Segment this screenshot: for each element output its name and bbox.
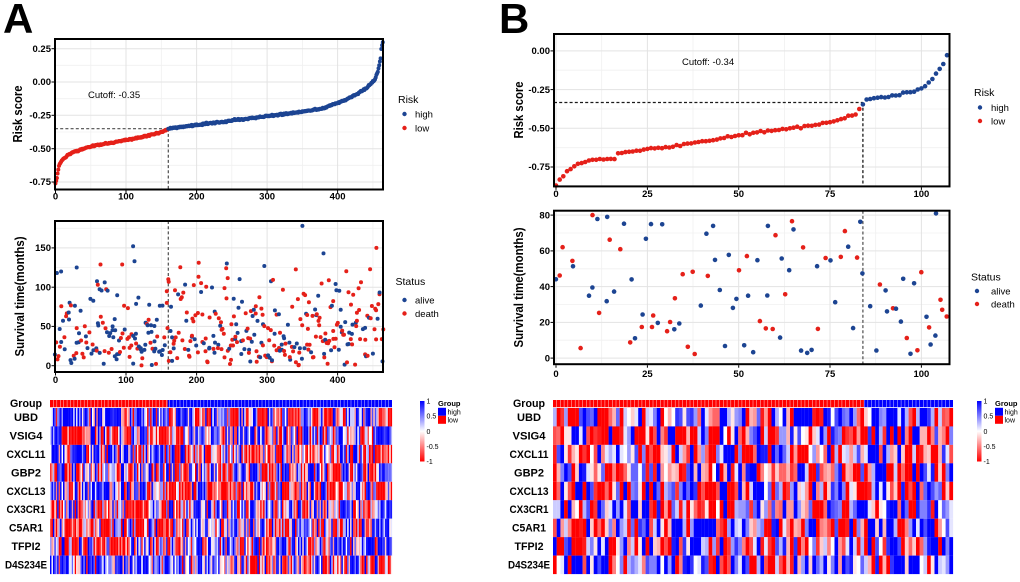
svg-text:Group: Group (438, 399, 461, 408)
svg-text:400: 400 (330, 375, 346, 386)
svg-text:Survival time(months): Survival time(months) (13, 237, 27, 357)
svg-text:50: 50 (733, 369, 744, 380)
svg-text:low: low (991, 117, 1005, 128)
svg-text:0.00: 0.00 (33, 77, 52, 88)
svg-text:0: 0 (427, 429, 431, 436)
svg-text:Status: Status (396, 276, 426, 288)
svg-text:100: 100 (913, 369, 929, 380)
svg-text:CXCL13: CXCL13 (7, 486, 46, 498)
svg-text:D4S234E: D4S234E (5, 560, 47, 572)
svg-text:Cutoff: -0.34: Cutoff: -0.34 (682, 57, 734, 68)
svg-text:300: 300 (259, 192, 275, 203)
svg-text:D4S234E: D4S234E (508, 560, 550, 572)
svg-text:0: 0 (984, 429, 988, 436)
svg-text:alive: alive (415, 296, 435, 307)
svg-text:-0.75: -0.75 (528, 162, 550, 173)
svg-text:UBD: UBD (14, 412, 38, 424)
svg-text:GBP2: GBP2 (11, 467, 41, 479)
svg-text:100: 100 (35, 282, 51, 293)
svg-text:Cutoff: -0.35: Cutoff: -0.35 (88, 90, 140, 101)
svg-text:0.25: 0.25 (33, 44, 52, 55)
svg-text:0: 0 (545, 353, 550, 364)
svg-text:high: high (991, 103, 1009, 114)
svg-text:VSIG4: VSIG4 (513, 431, 547, 443)
svg-text:Group: Group (513, 398, 545, 410)
svg-text:Risk score: Risk score (512, 81, 526, 138)
svg-text:Risk: Risk (398, 94, 419, 106)
svg-text:200: 200 (189, 192, 205, 203)
svg-text:UBD: UBD (517, 412, 541, 424)
svg-text:300: 300 (259, 375, 275, 386)
svg-text:Group: Group (10, 398, 42, 410)
svg-text:50: 50 (733, 189, 744, 200)
svg-text:low: low (415, 124, 429, 135)
svg-text:death: death (415, 309, 439, 320)
svg-text:C5AR1: C5AR1 (9, 523, 43, 535)
svg-text:high: high (415, 110, 433, 121)
svg-text:CXCL13: CXCL13 (510, 486, 549, 498)
svg-text:0: 0 (553, 189, 558, 200)
svg-text:CXCL11: CXCL11 (7, 449, 46, 461)
svg-text:low: low (1005, 417, 1016, 424)
svg-text:death: death (991, 300, 1015, 311)
svg-text:75: 75 (825, 189, 836, 200)
svg-text:CX3CR1: CX3CR1 (7, 504, 46, 516)
svg-text:0.00: 0.00 (532, 46, 551, 57)
svg-text:CX3CR1: CX3CR1 (510, 504, 549, 516)
svg-text:0: 0 (53, 375, 58, 386)
svg-text:A: A (3, 0, 33, 42)
svg-text:alive: alive (991, 287, 1011, 298)
svg-text:TFPI2: TFPI2 (515, 541, 544, 553)
svg-text:60: 60 (539, 246, 550, 257)
svg-text:Group: Group (995, 399, 1018, 408)
svg-text:150: 150 (35, 243, 51, 254)
svg-text:Status: Status (971, 272, 1001, 284)
svg-text:25: 25 (642, 189, 653, 200)
svg-text:0: 0 (53, 192, 58, 203)
svg-text:100: 100 (118, 375, 134, 386)
svg-text:GBP2: GBP2 (514, 467, 544, 479)
svg-text:Risk: Risk (974, 87, 995, 99)
svg-text:-1: -1 (984, 459, 990, 466)
svg-text:75: 75 (825, 369, 836, 380)
svg-text:-0.50: -0.50 (528, 124, 550, 135)
svg-text:low: low (448, 417, 459, 424)
svg-text:200: 200 (189, 375, 205, 386)
svg-text:40: 40 (539, 282, 550, 293)
svg-text:1: 1 (984, 399, 988, 406)
svg-text:Survival time(months): Survival time(months) (512, 228, 526, 348)
svg-text:-0.5: -0.5 (427, 444, 439, 451)
svg-text:-0.75: -0.75 (29, 177, 51, 188)
svg-text:100: 100 (913, 189, 929, 200)
svg-text:C5AR1: C5AR1 (512, 523, 546, 535)
svg-text:100: 100 (118, 192, 134, 203)
svg-text:-0.25: -0.25 (29, 111, 51, 122)
svg-text:25: 25 (642, 369, 653, 380)
svg-text:-0.25: -0.25 (528, 85, 550, 96)
svg-text:TFPI2: TFPI2 (12, 541, 41, 553)
svg-text:-0.50: -0.50 (29, 144, 51, 155)
svg-text:-0.5: -0.5 (984, 444, 996, 451)
svg-text:80: 80 (539, 210, 550, 221)
svg-text:high: high (1005, 409, 1018, 416)
svg-text:B: B (499, 0, 529, 42)
svg-text:0.5: 0.5 (427, 414, 437, 421)
svg-text:high: high (448, 409, 461, 416)
svg-text:20: 20 (539, 318, 550, 329)
svg-text:VSIG4: VSIG4 (10, 431, 44, 443)
svg-text:Risk score: Risk score (11, 85, 25, 142)
svg-text:CXCL11: CXCL11 (510, 449, 549, 461)
svg-text:0: 0 (553, 369, 558, 380)
svg-text:400: 400 (330, 192, 346, 203)
svg-text:50: 50 (40, 322, 51, 333)
svg-text:-1: -1 (427, 459, 433, 466)
svg-text:0.5: 0.5 (984, 414, 994, 421)
svg-text:0: 0 (46, 361, 51, 372)
svg-text:1: 1 (427, 399, 431, 406)
